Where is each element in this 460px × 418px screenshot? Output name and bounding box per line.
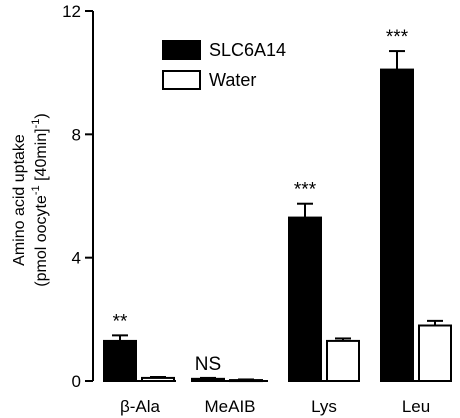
category-label-3: Leu — [402, 397, 430, 416]
bars: ** NS *** *** — [103, 27, 452, 383]
y-tick-label-12: 12 — [62, 2, 81, 21]
y-axis-label-line1: Amino acid uptake — [11, 134, 28, 266]
significance-label-0: ** — [113, 311, 128, 332]
bar-water-0 — [141, 376, 175, 382]
y-tick-label-4: 4 — [72, 249, 81, 268]
legend-swatch-slc6a14 — [162, 40, 201, 60]
category-label-2: Lys — [311, 397, 337, 416]
bar-water-1 — [229, 379, 263, 383]
bar-slc6a14-1 — [191, 377, 225, 383]
legend-swatch-water — [162, 70, 201, 90]
significance-label-3: *** — [386, 27, 409, 48]
category-label-0: β-Ala — [120, 397, 161, 416]
y-axis-label: Amino acid uptake (pmol oocyte-1 [40min]… — [11, 113, 50, 286]
y-axis-label-sup2: -1 — [30, 119, 42, 129]
y-axis-label-line2: (pmol oocyte-1 [40min]-1) — [30, 113, 50, 286]
category-label-1: MeAIB — [204, 397, 255, 416]
significance-label-1: NS — [195, 354, 221, 375]
y-axis-label-sup1: -1 — [30, 185, 42, 195]
legend: SLC6A14 Water — [162, 40, 286, 90]
bar-water-3 — [418, 324, 452, 382]
y-axis-label-unit-c: ) — [33, 113, 50, 118]
y-tick-label-0: 0 — [72, 372, 81, 391]
y-axis-label-unit-a: (pmol oocyte — [33, 195, 50, 287]
y-axis-label-unit-b: [40min] — [33, 128, 50, 185]
legend-label-slc6a14: SLC6A14 — [209, 40, 286, 60]
bar-slc6a14-3 — [380, 68, 414, 382]
bar-slc6a14-0 — [103, 339, 137, 382]
significance-label-2: *** — [294, 180, 317, 201]
legend-label-water: Water — [209, 70, 256, 90]
bar-slc6a14-2 — [288, 216, 322, 382]
y-tick-label-8: 8 — [72, 125, 81, 144]
bar-water-2 — [326, 339, 360, 382]
